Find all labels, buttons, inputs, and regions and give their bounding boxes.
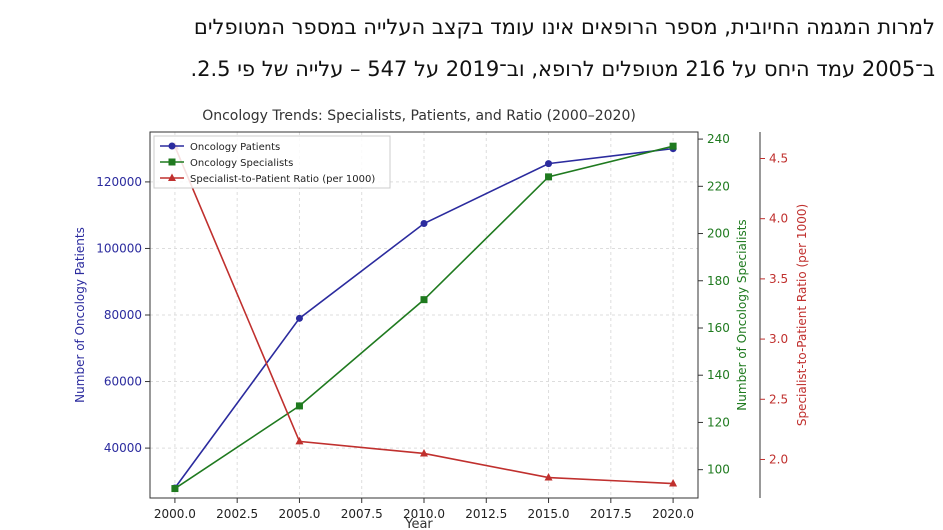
- series-layer: [170, 141, 678, 493]
- right1-tick-label: 200: [707, 227, 730, 241]
- data-point: [295, 402, 303, 410]
- data-point: [420, 296, 428, 304]
- legend-label: Oncology Patients: [190, 142, 280, 153]
- legend-marker: [168, 173, 176, 181]
- data-point: [171, 485, 179, 493]
- x-axis-label: Year: [404, 517, 433, 530]
- right2-tick-label: 2.5: [769, 392, 788, 406]
- right1-tick-label: 140: [707, 368, 730, 382]
- right2-tick-label: 4.0: [769, 212, 788, 226]
- left-axis-label: Number of Oncology Patients: [73, 227, 87, 403]
- x-tick-label: 2007.5: [341, 507, 383, 521]
- left-tick-label: 60000: [104, 375, 142, 389]
- x-tick-label: 2017.5: [590, 507, 632, 521]
- left-tick-label: 80000: [104, 308, 142, 322]
- left-tick-label: 40000: [104, 441, 142, 455]
- data-point: [545, 173, 553, 181]
- series-line: [174, 145, 674, 490]
- axes-layer: 2000.0 2002.5 2005.0 2007.5 2010.0 2012.5 2015…: [73, 131, 809, 521]
- right2-tick-label: 2.0: [769, 452, 788, 466]
- legend-marker: [168, 142, 176, 150]
- right1-tick-label: 100: [707, 463, 730, 477]
- data-point: [669, 142, 677, 150]
- data-point: [420, 220, 428, 227]
- right2-axis-label: Specialist-to-Patient Ratio (per 1000): [795, 204, 809, 426]
- legend-label: Specialist-to-Patient Ratio (per 1000): [190, 174, 375, 185]
- data-point: [420, 448, 428, 457]
- x-tick-label: 2002.5: [216, 507, 258, 521]
- legend-label: Oncology Specialists: [190, 158, 293, 169]
- data-point: [295, 314, 303, 322]
- data-point: [544, 473, 553, 481]
- legend: Oncology Patients Oncology Specialists Spe…: [153, 135, 391, 189]
- right2-tick-label: 4.5: [769, 151, 788, 165]
- legend-marker: [168, 158, 176, 166]
- data-point: [295, 436, 304, 445]
- paragraph-line-1: למרות המגמה החיובית, מספר הרופאים אינו ע…: [193, 15, 935, 39]
- x-tick-label: 2015.0: [528, 507, 570, 521]
- right2-tick-label: 3.5: [769, 272, 788, 286]
- left-tick-label: 100000: [96, 241, 142, 255]
- right1-tick-label: 160: [707, 321, 730, 335]
- left-tick-label: 120000: [96, 175, 142, 189]
- right1-tick-label: 220: [707, 179, 730, 193]
- x-tick-label: 2000.0: [154, 507, 196, 521]
- right1-tick-label: 120: [707, 415, 730, 429]
- x-tick-label: 2010.0: [403, 507, 445, 521]
- x-tick-label: 2020.0: [652, 507, 694, 521]
- legend-box: [153, 135, 391, 189]
- chart-title: Oncology Trends: Specialists, Patients, …: [202, 108, 636, 124]
- x-tick-label: 2012.5: [465, 507, 507, 521]
- right1-tick-label: 240: [707, 132, 730, 146]
- right1-axis-label: Number of Oncology Specialists: [735, 219, 749, 410]
- oncology-trends-chart: Oncology Trends: Specialists, Patients, …: [73, 108, 809, 530]
- paragraph-text: למרות המגמה החיובית, מספר הרופאים אינו ע…: [0, 6, 935, 90]
- right2-tick-label: 3.0: [769, 332, 788, 346]
- x-tick-label: 2005.0: [278, 507, 320, 521]
- data-point: [545, 160, 553, 168]
- paragraph-line-2: ב־2005 עמד היחס על 216 מטופלים לרופא, וב…: [190, 57, 935, 81]
- data-point: [669, 479, 678, 487]
- right1-tick-label: 180: [707, 274, 730, 288]
